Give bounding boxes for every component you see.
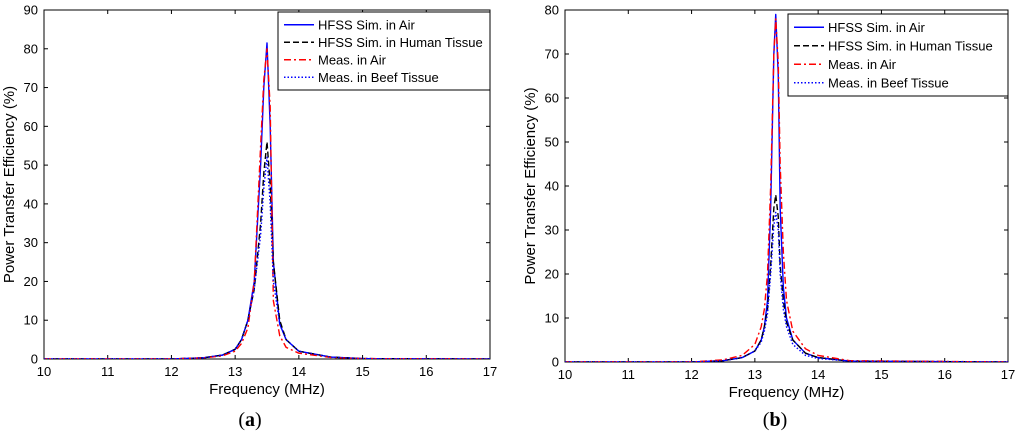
p1-x-tick-label: 12 xyxy=(684,367,698,382)
p0-legend-label: Meas. in Air xyxy=(318,52,387,67)
p0-legend: HFSS Sim. in Air HFSS Sim. in Human Tissu… xyxy=(277,11,491,91)
p0-x-tick-label: 11 xyxy=(101,364,115,379)
p1-y-tick-label: 0 xyxy=(552,355,559,370)
p1-series-line-2 xyxy=(565,194,1008,362)
p0-y-tick-label: 10 xyxy=(24,313,38,328)
panel-a-chart: 10 11 12 13 14 15 16 170102030405060708090Frequ… xyxy=(1,3,497,399)
p0-legend-label: HFSS Sim. in Human Tissue xyxy=(318,35,483,50)
p0-series-line-4 xyxy=(44,156,490,359)
p0-y-tick-label: 20 xyxy=(24,274,38,289)
p1-x-tick-label: 17 xyxy=(1001,367,1015,382)
p1-x-tick-label: 11 xyxy=(622,367,636,382)
p0-y-tick-label: 40 xyxy=(24,196,38,211)
p1-y-tick-label: 30 xyxy=(545,223,559,238)
p0-x-tick-label: 10 xyxy=(37,364,51,379)
p1-y-tick-label: 80 xyxy=(545,3,559,18)
p0-y-tick-label: 60 xyxy=(24,119,38,134)
p0-x-tick-label: 12 xyxy=(164,364,178,379)
p0-x-axis-label: Frequency (MHz) xyxy=(209,381,325,398)
p0-x-tick-label: 15 xyxy=(355,364,369,379)
p1-y-axis-label: Power Transfer Efficiency (%) xyxy=(522,87,539,284)
p1-legend: HFSS Sim. in Air HFSS Sim. in Human Tissu… xyxy=(787,13,1009,97)
p1-x-tick-label: 13 xyxy=(748,367,762,382)
p1-series-line-3 xyxy=(565,18,1008,362)
p1-y-tick-label: 20 xyxy=(545,267,559,282)
p1-legend-label: HFSS Sim. in Human Tissue xyxy=(828,38,993,53)
p0-series-line-3 xyxy=(44,48,490,359)
p0-series-line-2 xyxy=(44,141,490,359)
p0-legend-label: Meas. in Beef Tissue xyxy=(318,70,439,85)
panel-b-chart: 10 11 12 13 14 15 16 1701020304050607080Frequen… xyxy=(522,3,1015,402)
p1-y-tick-label: 50 xyxy=(545,135,559,150)
p1-y-tick-label: 70 xyxy=(545,47,559,62)
p0-x-tick-label: 14 xyxy=(292,364,306,379)
p1-y-tick-label: 40 xyxy=(545,179,559,194)
p1-x-tick-label: 14 xyxy=(811,367,825,382)
p1-legend-label: Meas. in Beef Tissue xyxy=(828,75,949,90)
p1-series-line-4 xyxy=(565,211,1008,362)
p1-y-tick-label: 60 xyxy=(545,91,559,106)
p1-legend-label: Meas. in Air xyxy=(828,57,897,72)
p0-y-tick-label: 0 xyxy=(31,352,38,367)
caption-a: (a) xyxy=(238,409,261,431)
p0-y-axis-label: Power Transfer Efficiency (%) xyxy=(1,86,18,283)
p1-x-tick-label: 10 xyxy=(558,367,572,382)
p0-y-tick-label: 90 xyxy=(24,3,38,18)
p0-y-tick-label: 30 xyxy=(24,235,38,250)
p1-legend-box xyxy=(787,13,1009,97)
p0-x-tick-label: 13 xyxy=(228,364,242,379)
p0-y-tick-label: 70 xyxy=(24,80,38,95)
p0-legend-label: HFSS Sim. in Air xyxy=(318,17,415,32)
p1-x-tick-label: 15 xyxy=(874,367,888,382)
p0-x-tick-label: 17 xyxy=(483,364,497,379)
p0-x-tick-label: 16 xyxy=(419,364,433,379)
caption-b: (b) xyxy=(763,409,787,431)
p0-y-tick-label: 80 xyxy=(24,41,38,56)
p1-x-axis-label: Frequency (MHz) xyxy=(729,384,845,401)
p1-y-tick-label: 10 xyxy=(545,311,559,326)
p1-x-tick-label: 16 xyxy=(937,367,951,382)
p0-y-tick-label: 50 xyxy=(24,158,38,173)
p1-legend-label: HFSS Sim. in Air xyxy=(828,20,925,35)
